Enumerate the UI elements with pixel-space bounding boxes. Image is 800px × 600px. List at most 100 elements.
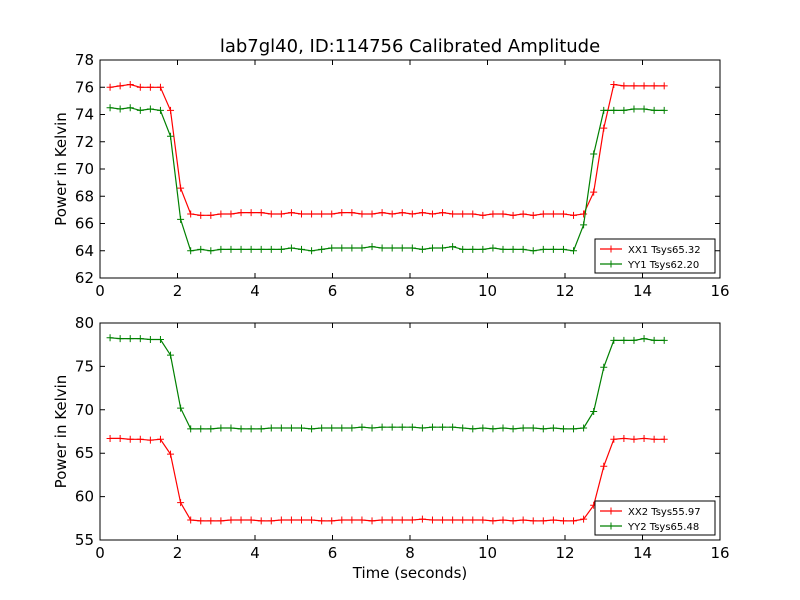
data-point	[650, 82, 658, 90]
data-point	[489, 517, 497, 525]
data-point	[489, 210, 497, 218]
legend: XX1 Tsys65.32 YY1 Tsys62.20	[594, 238, 716, 274]
data-point	[187, 425, 195, 433]
data-point	[428, 244, 436, 252]
data-point	[650, 336, 658, 344]
data-point	[207, 425, 215, 433]
data-point	[479, 424, 487, 432]
data-point	[378, 423, 386, 431]
y-tick-label: 78	[75, 51, 94, 69]
data-point	[459, 245, 467, 253]
data-point	[227, 245, 235, 253]
data-point	[267, 245, 275, 253]
data-point	[529, 247, 537, 255]
data-point	[479, 211, 487, 219]
data-point	[549, 516, 557, 524]
data-point	[348, 424, 356, 432]
data-point	[428, 210, 436, 218]
data-point	[207, 247, 215, 255]
data-point	[620, 82, 628, 90]
x-tick-label: 16	[710, 544, 729, 562]
data-point	[630, 82, 638, 90]
x-tick-label: 6	[328, 544, 338, 562]
x-tick-label: 4	[250, 282, 260, 300]
data-point	[368, 424, 376, 432]
data-point	[509, 425, 517, 433]
data-point	[156, 335, 164, 343]
data-point	[398, 244, 406, 252]
y-tick-label: 75	[75, 357, 94, 375]
data-point	[418, 424, 426, 432]
data-point	[237, 516, 245, 524]
data-point	[287, 516, 295, 524]
data-point	[298, 516, 305, 524]
data-point	[267, 517, 275, 525]
x-tick-label: 10	[478, 282, 497, 300]
data-point	[469, 245, 477, 253]
y-tick-label: 74	[75, 106, 94, 124]
data-point	[439, 244, 447, 252]
data-point	[207, 211, 215, 219]
data-point	[388, 244, 396, 252]
legend-label: XX1 Tsys65.32	[628, 245, 701, 256]
data-point	[620, 434, 628, 442]
data-point	[277, 210, 285, 218]
legend: XX2 Tsys55.97 YY2 Tsys65.48	[594, 500, 716, 536]
data-point	[398, 516, 406, 524]
data-point	[197, 425, 205, 433]
data-point	[660, 82, 668, 90]
data-point	[116, 82, 124, 90]
x-tick-label: 14	[633, 282, 652, 300]
data-point	[559, 425, 567, 433]
data-point	[267, 210, 275, 218]
x-tick-label: 6	[328, 282, 338, 300]
data-point	[479, 516, 487, 524]
data-point	[439, 516, 447, 524]
legend-box	[594, 500, 716, 536]
data-point	[570, 425, 578, 433]
data-point	[499, 516, 507, 524]
data-point	[539, 210, 547, 218]
data-point	[217, 245, 225, 253]
data-point	[378, 244, 386, 252]
data-point	[358, 244, 366, 252]
y-tick-label: 66	[75, 215, 94, 233]
data-point	[519, 245, 527, 253]
data-point	[217, 424, 225, 432]
data-point	[197, 245, 205, 253]
series-1-1	[106, 81, 668, 219]
data-point	[348, 209, 356, 217]
data-point	[449, 243, 457, 251]
data-point	[660, 435, 668, 443]
data-point	[559, 517, 567, 525]
data-point	[298, 424, 305, 432]
data-point	[126, 81, 134, 89]
legend-marker	[607, 260, 615, 268]
y-tick-label: 70	[75, 401, 94, 419]
legend-label: YY2 Tsys65.48	[627, 522, 699, 533]
data-point	[358, 210, 366, 218]
data-point	[590, 408, 598, 416]
series-line	[110, 337, 665, 430]
data-point	[549, 245, 557, 253]
legend-label: YY1 Tsys62.20	[627, 260, 699, 271]
data-point	[106, 83, 114, 91]
data-point	[106, 104, 114, 112]
data-point	[640, 82, 648, 90]
data-point	[136, 83, 144, 91]
data-point	[570, 211, 578, 219]
data-point	[428, 423, 436, 431]
data-point	[580, 210, 588, 218]
x-tick-label: 16	[710, 282, 729, 300]
data-point	[318, 424, 326, 432]
data-point	[469, 210, 477, 218]
y-tick-label: 55	[75, 531, 94, 549]
x-tick-label: 2	[173, 544, 183, 562]
data-point	[177, 215, 185, 223]
data-point	[257, 425, 265, 433]
data-point	[116, 434, 124, 442]
data-point	[408, 210, 416, 218]
data-point	[388, 516, 396, 524]
data-point	[136, 106, 144, 114]
data-point	[267, 424, 275, 432]
